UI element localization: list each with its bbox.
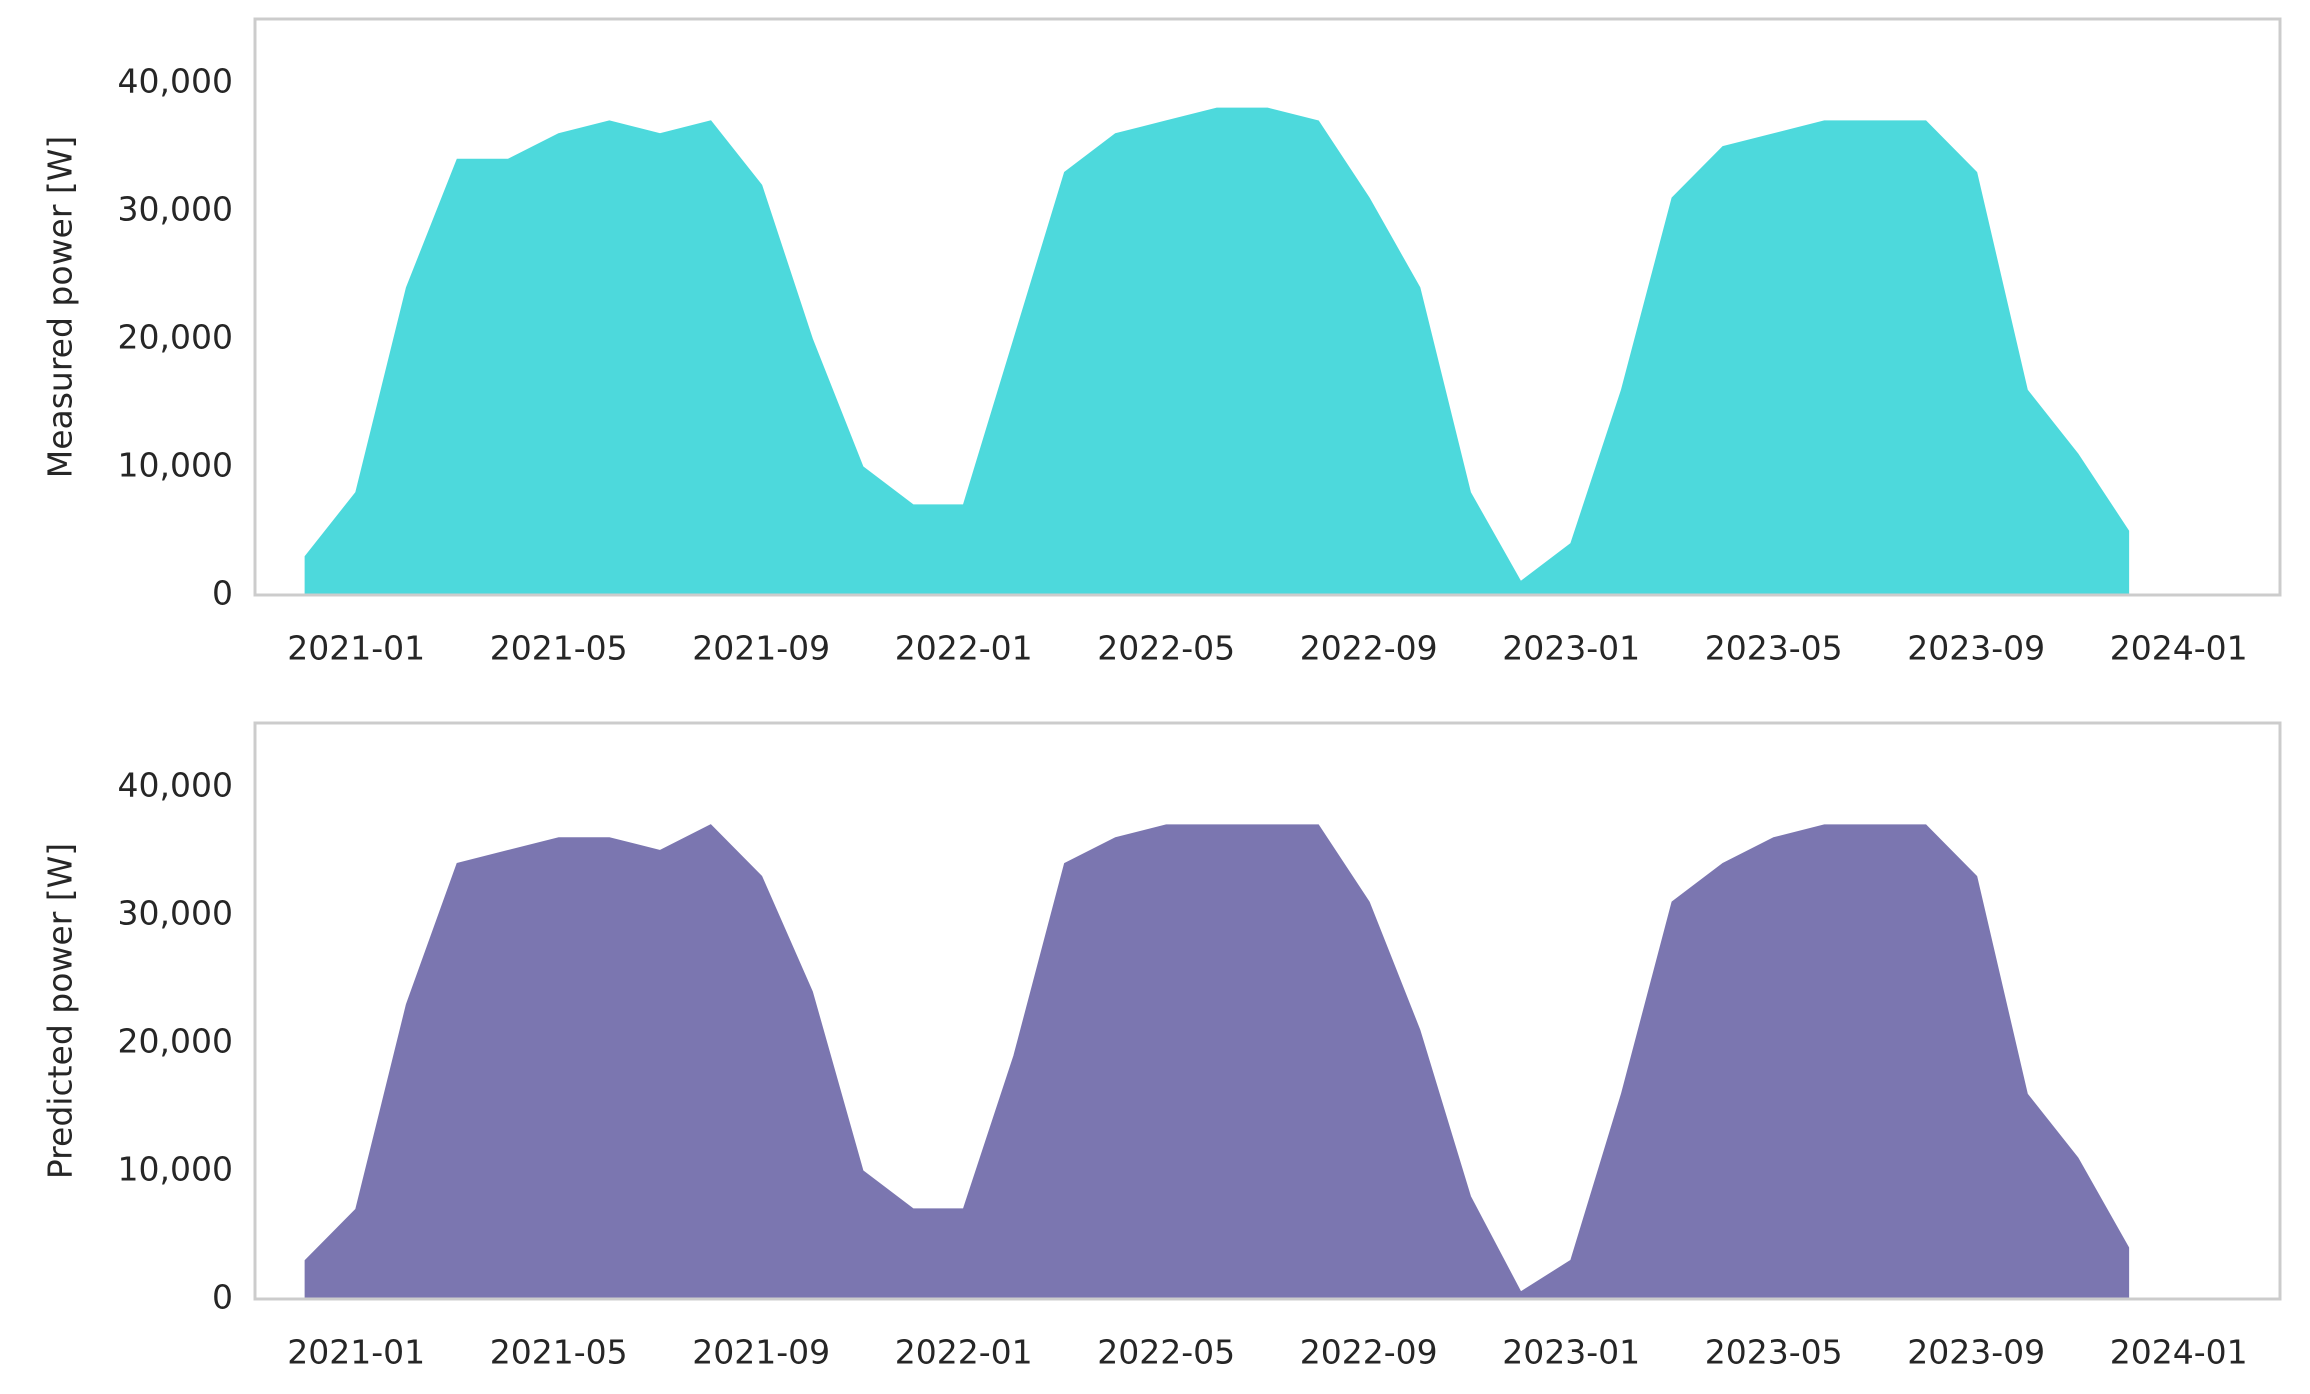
x-tick-label: 2023-09 (1907, 1333, 2045, 1372)
area (304, 824, 2130, 1300)
x-tick-label: 2022-09 (1300, 629, 1438, 668)
x-tick-label: 2021-09 (692, 1333, 830, 1372)
x-tick-label: 2022-01 (895, 629, 1033, 668)
y-axis-label: Measured power [W] (41, 136, 80, 479)
y-tick-label: 20,000 (118, 318, 233, 357)
y-tick-label: 0 (212, 1278, 233, 1317)
x-tick-label: 2022-05 (1097, 1333, 1235, 1372)
x-tick-label: 2022-01 (895, 1333, 1033, 1372)
x-tick-label: 2024-01 (2110, 1333, 2248, 1372)
y-axis-label: Predicted power [W] (41, 843, 80, 1179)
x-tick-label: 2021-01 (287, 1333, 425, 1372)
y-tick-label: 0 (212, 574, 233, 613)
x-tick-label: 2021-01 (287, 629, 425, 668)
axes-frame (253, 17, 2282, 597)
y-tick-label: 30,000 (118, 190, 233, 229)
y-tick-label: 30,000 (118, 894, 233, 933)
y-tick-label: 10,000 (118, 446, 233, 485)
x-tick-label: 2022-09 (1300, 1333, 1438, 1372)
y-tick-label: 40,000 (118, 766, 233, 805)
area (304, 107, 2130, 596)
x-tick-label: 2021-09 (692, 629, 830, 668)
x-tick-label: 2021-05 (490, 629, 628, 668)
y-tick-label: 10,000 (118, 1150, 233, 1189)
x-tick-label: 2021-05 (490, 1333, 628, 1372)
x-tick-label: 2022-05 (1097, 629, 1235, 668)
x-tick-label: 2023-05 (1705, 629, 1843, 668)
axes-frame (253, 721, 2282, 1301)
x-tick-label: 2023-05 (1705, 1333, 1843, 1372)
y-tick-label: 40,000 (118, 62, 233, 101)
x-tick-label: 2023-01 (1502, 629, 1640, 668)
x-tick-label: 2024-01 (2110, 629, 2248, 668)
x-tick-label: 2023-09 (1907, 629, 2045, 668)
x-tick-label: 2023-01 (1502, 1333, 1640, 1372)
y-tick-label: 20,000 (118, 1022, 233, 1061)
